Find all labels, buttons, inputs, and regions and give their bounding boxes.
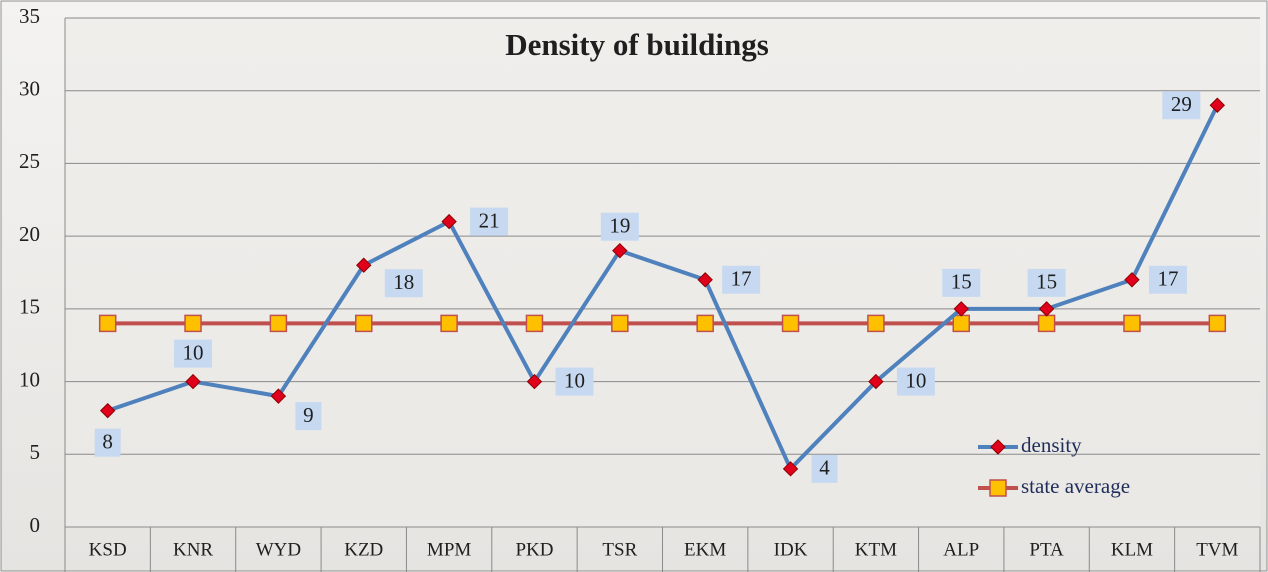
point — [525, 314, 544, 333]
x-tick-label: MPM — [427, 539, 471, 560]
data-label-box — [174, 339, 213, 368]
x-tick-label: TVM — [1196, 539, 1238, 560]
x-tick-label: PKD — [515, 539, 553, 560]
x-tick-label: KSD — [89, 539, 127, 560]
point — [952, 314, 970, 333]
data-label-box — [722, 265, 761, 294]
point — [526, 373, 543, 390]
point — [1037, 314, 1056, 333]
data-label: 10 — [564, 368, 585, 392]
grid — [64, 17, 1261, 572]
chart-title: Density of buildings — [505, 27, 769, 62]
x-tick-label: KZD — [344, 539, 383, 560]
data-label: 8 — [102, 429, 113, 453]
data-label: 4 — [819, 456, 830, 480]
point — [1209, 97, 1226, 113]
y-tick-label: 15 — [19, 295, 40, 319]
y-tick-label: 20 — [19, 222, 40, 246]
data-label: 17 — [1157, 267, 1178, 291]
point — [1123, 314, 1141, 333]
x-tick-label: ALP — [943, 539, 979, 560]
x-tick-label: WYD — [256, 539, 301, 560]
data-label: 17 — [731, 267, 752, 291]
data-label-box — [1027, 268, 1066, 297]
point — [781, 314, 800, 333]
y-tick-label: 10 — [19, 367, 40, 391]
point — [270, 388, 287, 404]
data-label-box — [942, 268, 981, 297]
legend-label: state average — [1021, 474, 1130, 498]
x-tick-label: KTM — [855, 539, 897, 560]
x-tick-label: IDK — [774, 539, 808, 560]
point — [98, 314, 117, 333]
data-label-box — [555, 367, 594, 396]
data-label: 29 — [1171, 92, 1192, 116]
legend-marker — [989, 479, 1007, 497]
data-label-box — [295, 402, 322, 431]
point — [612, 242, 628, 259]
data-label: 18 — [393, 270, 414, 294]
point — [696, 314, 714, 333]
y-tick-label: 5 — [30, 440, 41, 464]
x-tick-label: PTA — [1029, 539, 1064, 560]
legend-label: density — [1021, 433, 1082, 457]
data-label-box — [896, 367, 935, 396]
data-label-box — [94, 428, 121, 457]
point — [1038, 301, 1055, 317]
data-label-box — [811, 454, 838, 483]
point — [868, 373, 884, 390]
data-label-box — [1162, 91, 1201, 120]
point — [355, 314, 373, 333]
data-label-box — [384, 269, 423, 298]
data-label: 19 — [609, 213, 630, 237]
data-label: 15 — [1036, 270, 1057, 294]
x-tick-label: EKM — [684, 539, 726, 560]
point — [867, 314, 885, 333]
data-label: 15 — [951, 270, 972, 294]
x-tick-label: KLM — [1111, 539, 1153, 560]
point — [611, 314, 629, 333]
y-tick-label: 35 — [19, 4, 40, 28]
point — [441, 213, 457, 230]
data-label: 21 — [479, 208, 500, 232]
y-tick-label: 0 — [30, 513, 41, 537]
data-label: 9 — [303, 403, 314, 427]
x-tick-label: TSR — [602, 539, 637, 560]
series-line — [107, 104, 1220, 471]
point — [269, 314, 288, 333]
point — [1124, 272, 1140, 288]
data-label-box — [600, 212, 639, 241]
point — [356, 257, 372, 273]
point — [185, 373, 201, 390]
point — [440, 314, 458, 333]
data-label: 10 — [183, 340, 204, 364]
marks: 8 10 9 18 21 10 19 17 4 10 15 15 17 29 — [94, 91, 1227, 483]
data-label-box — [470, 207, 509, 236]
data-label: 10 — [905, 368, 926, 392]
legend-marker — [990, 439, 1006, 455]
point — [184, 314, 202, 333]
x-tick-label: KNR — [173, 539, 213, 560]
y-tick-label: 25 — [19, 149, 40, 173]
point — [697, 272, 713, 288]
data-label-box — [1148, 265, 1187, 294]
point — [953, 301, 969, 317]
point — [782, 461, 799, 477]
y-tick-label: 30 — [19, 77, 40, 101]
point — [99, 402, 116, 419]
point — [1208, 314, 1227, 333]
